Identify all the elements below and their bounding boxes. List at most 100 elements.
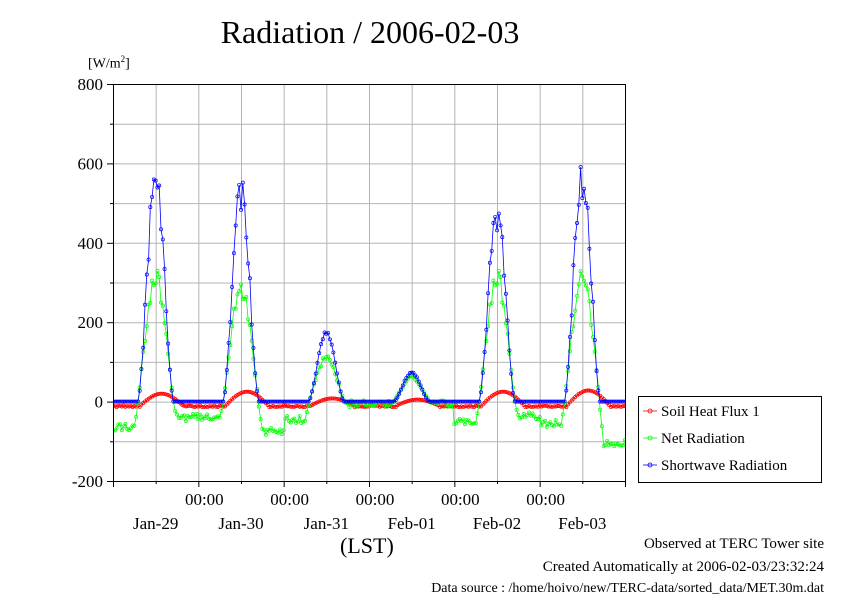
series-point bbox=[141, 345, 146, 350]
series-point bbox=[162, 391, 167, 396]
series-point bbox=[532, 399, 537, 404]
series-point bbox=[183, 404, 188, 409]
series-point bbox=[326, 396, 331, 401]
series-point bbox=[159, 300, 163, 305]
series-point bbox=[475, 399, 480, 404]
series-point bbox=[212, 399, 217, 404]
series-point bbox=[317, 351, 322, 356]
series-point bbox=[550, 399, 555, 404]
series-point bbox=[313, 371, 318, 376]
series-point bbox=[331, 350, 336, 355]
series-point bbox=[187, 403, 192, 408]
series-point bbox=[525, 404, 530, 409]
series-point bbox=[194, 412, 199, 417]
series-point bbox=[139, 366, 144, 371]
series-point bbox=[589, 322, 594, 327]
y-tick-label: 600 bbox=[78, 154, 104, 173]
series-point bbox=[333, 360, 338, 365]
series-point bbox=[287, 399, 291, 404]
series-point bbox=[327, 358, 332, 362]
series-point bbox=[459, 404, 464, 409]
series-point bbox=[466, 418, 471, 423]
series-point bbox=[303, 418, 307, 423]
series-point bbox=[304, 399, 309, 404]
series-point bbox=[500, 300, 505, 305]
x-time-tick-label: 00:00 bbox=[356, 490, 395, 509]
legend-label: Net Radiation bbox=[661, 431, 745, 447]
series-point bbox=[347, 399, 352, 404]
series-point bbox=[271, 404, 275, 408]
series-point bbox=[119, 428, 124, 433]
series-point bbox=[420, 387, 425, 392]
series-point bbox=[221, 399, 226, 404]
series-point bbox=[560, 399, 565, 404]
series-point bbox=[461, 405, 466, 410]
legend-label: Soil Heat Flux 1 bbox=[661, 404, 760, 420]
x-time-tick-label: 00:00 bbox=[185, 490, 224, 509]
legend-swatch-marker bbox=[647, 408, 653, 414]
series-point bbox=[146, 257, 151, 262]
series-point bbox=[219, 408, 224, 413]
series-point bbox=[402, 400, 407, 405]
series-point bbox=[269, 404, 274, 409]
series-point bbox=[621, 443, 625, 448]
series-point bbox=[358, 399, 363, 404]
series-point bbox=[191, 404, 195, 409]
y-tick-label: 200 bbox=[78, 313, 104, 332]
series-point bbox=[612, 403, 617, 408]
series-point bbox=[450, 402, 455, 407]
series-point bbox=[294, 404, 299, 409]
series-point bbox=[464, 404, 469, 409]
series-point bbox=[582, 186, 587, 191]
series-point bbox=[219, 403, 224, 408]
series-point bbox=[447, 403, 451, 408]
series-point bbox=[454, 399, 459, 404]
series-point bbox=[567, 334, 572, 339]
y-tick-label: -200 bbox=[72, 472, 103, 491]
series-point bbox=[395, 403, 400, 408]
series-point bbox=[176, 415, 181, 420]
series-point bbox=[431, 399, 435, 404]
series-point bbox=[157, 183, 162, 188]
series-point bbox=[548, 404, 553, 409]
series-point bbox=[203, 399, 208, 404]
series-point bbox=[208, 404, 213, 409]
series-point bbox=[150, 278, 155, 283]
series-point bbox=[255, 389, 259, 394]
series-point bbox=[559, 399, 563, 404]
y-unit-suffix: ] bbox=[125, 56, 130, 72]
series-point bbox=[557, 399, 562, 404]
series-point bbox=[167, 367, 172, 372]
series-point bbox=[445, 399, 450, 404]
series-point bbox=[582, 278, 587, 283]
series-point bbox=[598, 407, 603, 412]
series-point bbox=[502, 389, 507, 394]
series-point bbox=[470, 404, 475, 409]
series-point bbox=[317, 399, 322, 404]
series-point bbox=[402, 378, 407, 383]
series-point bbox=[326, 330, 331, 335]
series-point bbox=[319, 342, 323, 347]
series-point bbox=[148, 300, 153, 305]
series-point bbox=[587, 246, 592, 251]
series-point bbox=[523, 405, 528, 410]
series-point bbox=[299, 404, 304, 409]
series-point bbox=[589, 388, 594, 393]
series-point bbox=[196, 399, 201, 404]
series-point bbox=[263, 432, 268, 437]
series-point bbox=[537, 415, 542, 420]
series-point bbox=[303, 399, 307, 404]
series-point bbox=[479, 390, 483, 395]
series-point bbox=[438, 404, 443, 409]
series-point bbox=[335, 371, 339, 376]
series-point bbox=[153, 281, 158, 286]
series-point bbox=[281, 428, 286, 433]
series-point bbox=[489, 300, 494, 305]
series-point bbox=[473, 403, 478, 408]
series-point bbox=[230, 285, 235, 289]
series-point bbox=[571, 263, 576, 268]
series-point bbox=[118, 399, 123, 404]
series-point bbox=[205, 399, 210, 404]
series-point bbox=[127, 404, 131, 409]
series-point bbox=[411, 370, 416, 375]
